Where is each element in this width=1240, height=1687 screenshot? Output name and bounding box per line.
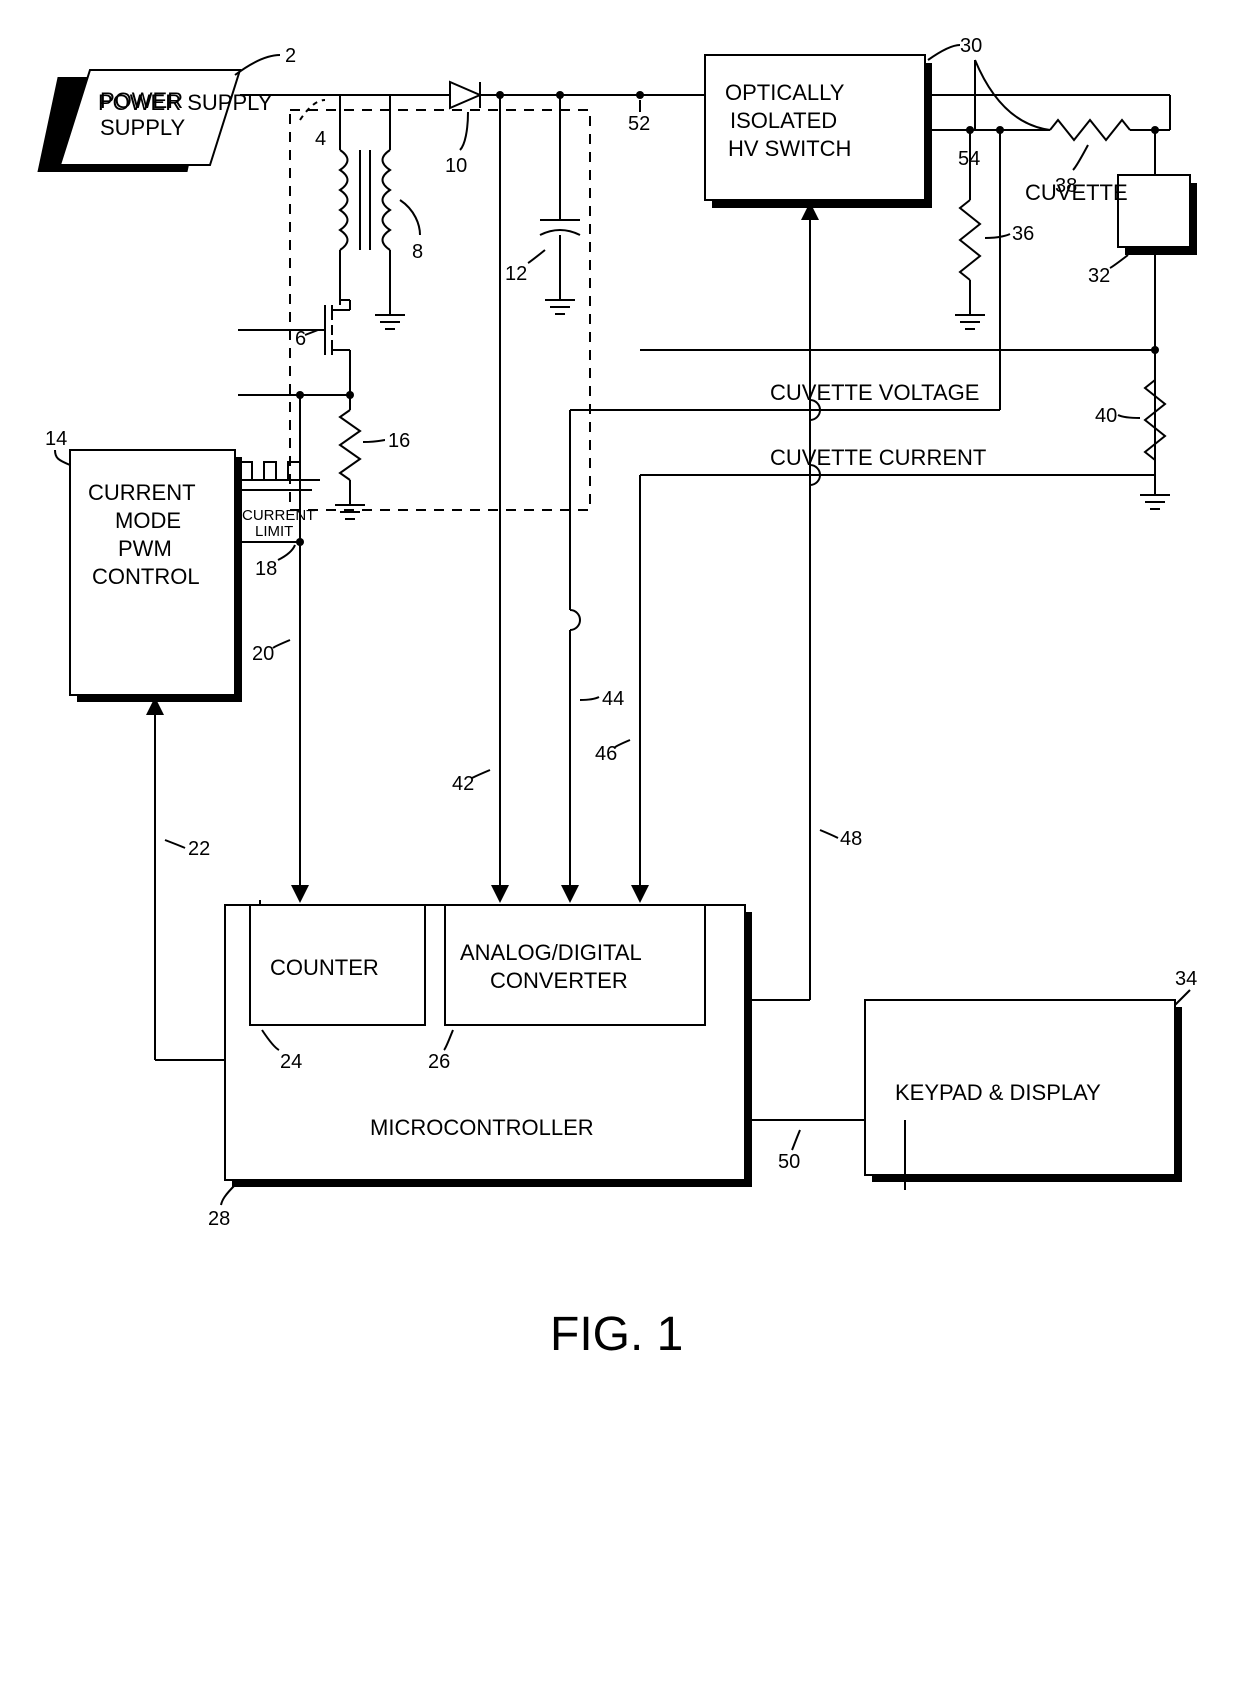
ref-32: 32 bbox=[1088, 265, 1110, 287]
counter-label: COUNTER bbox=[270, 955, 379, 980]
ref-20: 20 bbox=[252, 643, 274, 665]
ref-14: 14 bbox=[45, 428, 67, 450]
figure-label: FIG. 1 bbox=[550, 1308, 683, 1361]
ref-2: 2 bbox=[285, 45, 296, 67]
pwm-line3: PWM bbox=[118, 536, 172, 561]
hv-switch-line3: HV SWITCH bbox=[728, 136, 851, 161]
mosfet-6 bbox=[325, 300, 350, 395]
ref-30: 30 bbox=[960, 35, 982, 57]
cuvette-block bbox=[1118, 175, 1197, 255]
adc-block bbox=[445, 905, 705, 1025]
hv-switch-line2: ISOLATED bbox=[730, 108, 837, 133]
cuvette-voltage-label: CUVETTE VOLTAGE bbox=[770, 380, 979, 405]
ref-50: 50 bbox=[778, 1151, 800, 1173]
ref-6: 6 bbox=[295, 328, 306, 350]
adc-line2: CONVERTER bbox=[490, 968, 628, 993]
ref-22: 22 bbox=[188, 838, 210, 860]
pwm-line1: CURRENT bbox=[88, 480, 196, 505]
ref-26: 26 bbox=[428, 1051, 450, 1073]
ref-8: 8 bbox=[412, 241, 423, 263]
ref-28: 28 bbox=[208, 1208, 230, 1230]
ref-52: 52 bbox=[628, 113, 650, 135]
current-limit-line2: LIMIT bbox=[255, 523, 293, 540]
pwm-line4: CONTROL bbox=[92, 564, 200, 589]
ref-10: 10 bbox=[445, 155, 467, 177]
ref-36: 36 bbox=[1012, 223, 1034, 245]
ref-34: 34 bbox=[1175, 968, 1197, 990]
ref-18: 18 bbox=[255, 558, 277, 580]
pwm-line2: MODE bbox=[115, 508, 181, 533]
cuvette-current-label: CUVETTE CURRENT bbox=[770, 445, 986, 470]
ref-24: 24 bbox=[280, 1051, 302, 1073]
ref-4: 4 bbox=[315, 128, 326, 150]
micro-label: MICROCONTROLLER bbox=[370, 1115, 594, 1140]
power-supply-line2: SUPPLY bbox=[100, 115, 186, 140]
keypad-label: KEYPAD & DISPLAY bbox=[895, 1080, 1101, 1105]
ref-12: 12 bbox=[505, 263, 527, 285]
hv-switch-line1: OPTICALLY bbox=[725, 80, 845, 105]
ref-16: 16 bbox=[388, 430, 410, 452]
cuvette-label: CUVETTE bbox=[1025, 180, 1128, 205]
ref-46: 46 bbox=[595, 743, 617, 765]
current-limit-line1: CURRENT bbox=[242, 507, 315, 524]
ref-42: 42 bbox=[452, 773, 474, 795]
ref-44: 44 bbox=[602, 688, 624, 710]
adc-line1: ANALOG/DIGITAL bbox=[460, 940, 642, 965]
ref-40: 40 bbox=[1095, 405, 1117, 427]
ref-48: 48 bbox=[840, 828, 862, 850]
power-supply-line1: POWER bbox=[100, 88, 183, 113]
